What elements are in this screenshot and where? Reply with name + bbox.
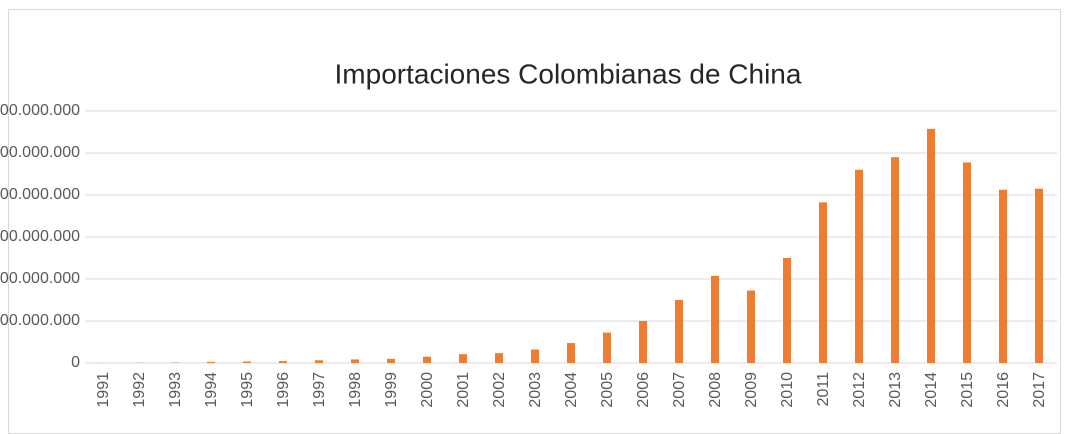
bar: [567, 343, 575, 363]
bar: [999, 189, 1007, 363]
x-tick-label: 2013: [887, 372, 904, 408]
x-tick-label: 2008: [707, 372, 724, 408]
y-tick-label: 12.000.000.000: [0, 102, 80, 119]
x-tick-label: 1991: [95, 372, 112, 408]
bar: [1035, 188, 1043, 363]
y-tick-label: 2.000.000.000: [0, 312, 80, 329]
bar: [279, 361, 287, 363]
x-tick-label: 1999: [383, 372, 400, 408]
y-tick-label: 10.000.000.000: [0, 144, 80, 161]
bar: [351, 359, 359, 363]
x-tick-label: 2007: [671, 372, 688, 408]
x-tick-label: 1993: [167, 372, 184, 408]
x-tick-label: 1998: [347, 372, 364, 408]
y-tick-label: 0: [71, 354, 80, 371]
bar: [315, 360, 323, 363]
x-tick-label: 1997: [311, 372, 328, 408]
x-tick-label: 2015: [959, 372, 976, 408]
bar: [747, 290, 755, 363]
y-tick-label: 4.000.000.000: [0, 270, 80, 287]
bar: [639, 321, 647, 363]
bar: [855, 169, 863, 363]
bar: [387, 358, 395, 363]
x-tick-label: 2010: [779, 372, 796, 408]
y-tick-label: 6.000.000.000: [0, 228, 80, 245]
bar: [675, 300, 683, 363]
bar: [927, 128, 935, 363]
x-tick-label: 2012: [851, 372, 868, 408]
bar: [243, 361, 251, 363]
x-tick-label: 2000: [419, 372, 436, 408]
x-tick-label: 2001: [455, 372, 472, 408]
x-tick-label: 1992: [131, 372, 148, 408]
bar: [819, 202, 827, 363]
bar: [603, 332, 611, 363]
bar: [891, 157, 899, 363]
x-tick-label: 2006: [635, 372, 652, 408]
x-tick-label: 2011: [815, 372, 832, 407]
bar: [783, 258, 791, 363]
bar: [423, 356, 431, 363]
x-tick-label: 2017: [1031, 372, 1048, 408]
bar: [459, 354, 467, 363]
x-tick-label: 2004: [563, 372, 580, 408]
x-tick-label: 2002: [491, 372, 508, 408]
bar: [495, 353, 503, 363]
y-tick-label: 8.000.000.000: [0, 186, 80, 203]
chart-title: Importaciones Colombianas de China: [335, 58, 802, 89]
x-tick-label: 1995: [239, 372, 256, 408]
bar: [711, 275, 719, 363]
x-tick-label: 2009: [743, 372, 760, 408]
x-tick-label: 2016: [995, 372, 1012, 408]
x-tick-label: 1994: [203, 372, 220, 408]
x-tick-label: 2005: [599, 372, 616, 408]
bar: [963, 162, 971, 363]
bar: [531, 349, 539, 363]
x-tick-label: 2014: [923, 372, 940, 408]
x-tick-label: 1996: [275, 372, 292, 408]
bar: [207, 361, 215, 363]
x-tick-label: 2003: [527, 372, 544, 408]
